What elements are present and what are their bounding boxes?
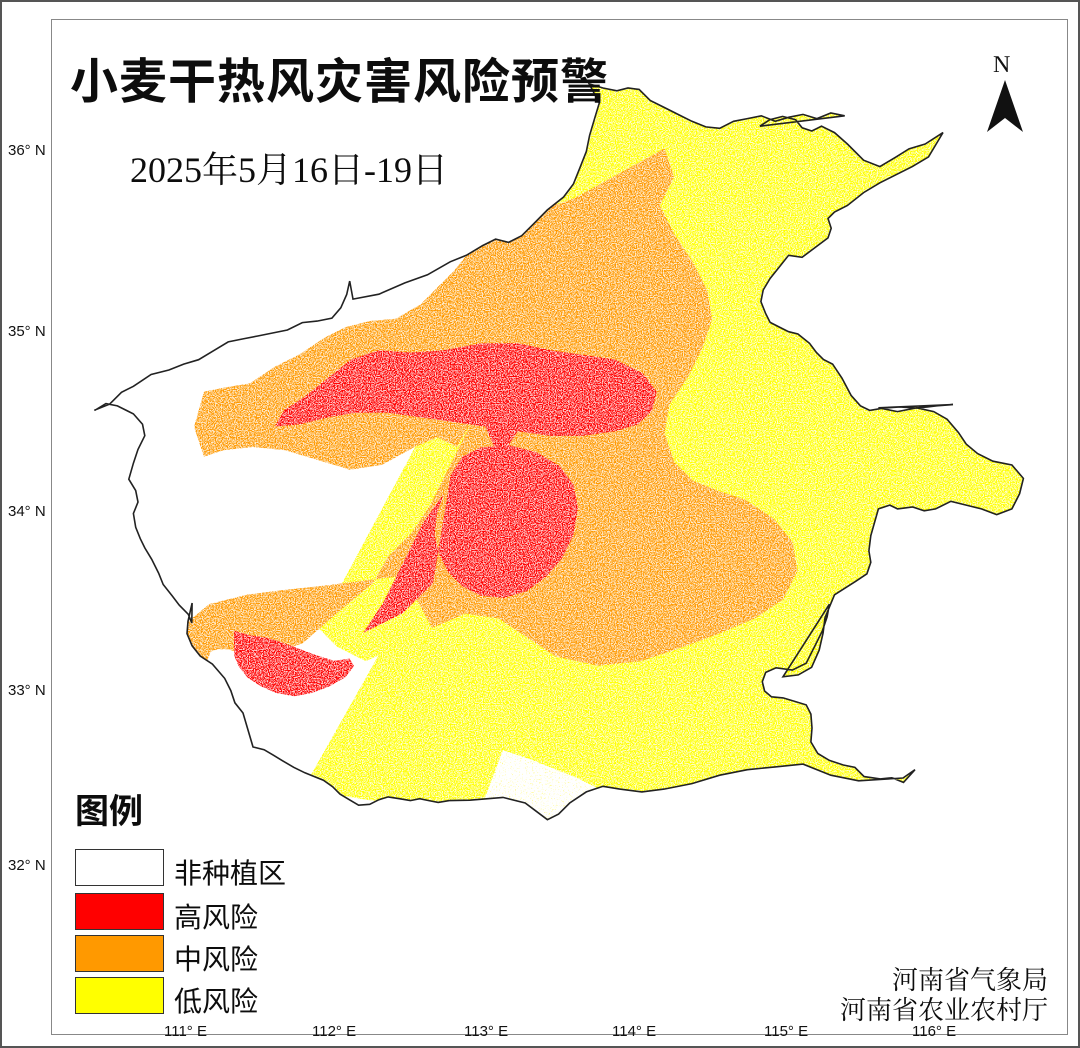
svg-text:N: N (993, 52, 1010, 78)
